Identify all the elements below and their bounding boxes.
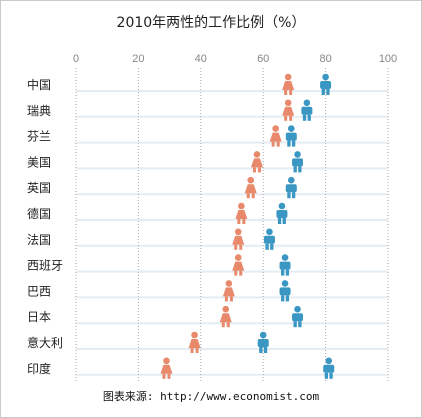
category-label: 中国: [27, 77, 51, 92]
x-tick-label: 20: [132, 53, 144, 65]
male-marker: [285, 125, 297, 147]
female-marker: [232, 254, 245, 276]
male-marker: [320, 73, 332, 95]
female-marker: [222, 280, 235, 302]
category-label: 瑞典: [27, 104, 51, 118]
male-marker: [263, 228, 275, 250]
male-marker: [257, 331, 269, 353]
category-label: 意大利: [27, 335, 63, 350]
category-label: 法国: [27, 233, 51, 247]
category-label: 芬兰: [27, 130, 51, 144]
male-marker: [292, 305, 304, 328]
category-label: 巴西: [27, 284, 51, 298]
female-marker: [269, 125, 282, 147]
male-marker: [276, 202, 288, 224]
female-marker: [160, 357, 173, 379]
category-label: 英国: [27, 181, 51, 195]
male-marker: [292, 151, 304, 173]
female-marker: [250, 151, 263, 173]
x-tick-label: 100: [379, 53, 397, 65]
category-label: 西班牙: [27, 259, 63, 273]
category-label: 印度: [27, 361, 51, 376]
female-marker: [232, 228, 245, 250]
female-marker: [235, 202, 248, 224]
chart-title: 2010年两性的工作比例（%）: [116, 15, 306, 31]
chart-source: 图表来源: http://www.economist.com: [102, 390, 320, 403]
female-marker: [282, 99, 295, 121]
x-tick-label: 60: [257, 53, 269, 65]
male-marker: [279, 254, 291, 276]
x-tick-label: 80: [319, 53, 331, 65]
category-label: 德国: [27, 206, 51, 221]
male-marker: [323, 357, 335, 379]
x-tick-label: 40: [195, 53, 207, 65]
female-marker: [188, 331, 201, 353]
female-marker: [244, 176, 257, 199]
x-tick-label: 0: [73, 53, 79, 65]
male-marker: [279, 280, 291, 302]
female-marker: [219, 305, 232, 328]
male-marker: [301, 99, 313, 121]
female-marker: [282, 73, 295, 95]
category-label: 日本: [27, 310, 51, 324]
male-marker: [285, 176, 297, 199]
category-label: 美国: [27, 155, 51, 169]
